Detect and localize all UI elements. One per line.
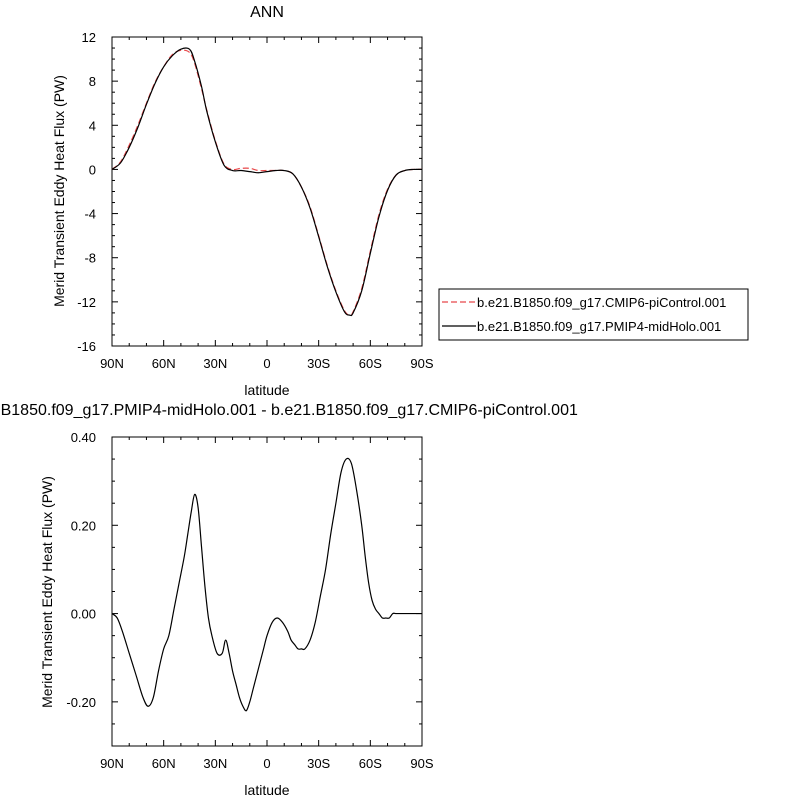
series-line-1 <box>111 47 423 317</box>
x-axis-label: latitude <box>244 382 289 398</box>
series-line-0 <box>111 49 423 316</box>
y-tick-label: 8 <box>89 74 96 89</box>
series-line-0 <box>111 457 422 712</box>
y-tick-label: -4 <box>84 207 96 222</box>
y-axis: -0.20 0.00 0.20 0.40 <box>66 430 422 747</box>
x-tick-label: 60S <box>359 356 382 371</box>
series-lines <box>111 457 422 712</box>
y-tick-label: 0.00 <box>71 607 96 622</box>
legend-label-picontrol: b.e21.B1850.f09_g17.CMIP6-piControl.001 <box>477 295 726 310</box>
y-axis-label: Merid Transient Eddy Heat Flux (PW) <box>51 75 67 307</box>
x-tick-label: 30N <box>203 756 227 771</box>
x-tick-label: 90S <box>410 356 433 371</box>
y-tick-label: -8 <box>84 251 96 266</box>
difference-chart: b.e21.B1850.f09_g17.PMIP4-midHolo.001 - … <box>0 402 578 798</box>
x-axis: 90N 60N 30N 0 30S 60S 90S <box>100 437 434 771</box>
chart-title: b.e21.B1850.f09_g17.PMIP4-midHolo.001 - … <box>0 402 578 419</box>
y-tick-label: -12 <box>77 295 96 310</box>
x-tick-label: 30N <box>203 356 227 371</box>
y-axis: -16 -12 -8 -4 0 4 8 12 <box>77 30 422 354</box>
chart-title: ANN <box>250 4 284 21</box>
x-tick-label: 0 <box>263 756 270 771</box>
x-tick-label: 30S <box>307 356 330 371</box>
x-tick-label: 30S <box>307 756 330 771</box>
x-tick-label: 60S <box>359 756 382 771</box>
y-tick-label: 12 <box>82 30 96 45</box>
x-axis-label: latitude <box>244 782 289 798</box>
y-tick-label: 0.40 <box>71 430 96 445</box>
y-tick-label: 0.20 <box>71 518 96 533</box>
x-axis: 90N 60N 30N 0 30S 60S 90S <box>100 37 434 371</box>
annual-mean-chart: ANN 90N 60N 30N 0 30S 60S 90S -16-12-8-404812 … <box>51 4 434 398</box>
x-tick-label: 90N <box>100 356 124 371</box>
y-tick-label: 0 <box>89 162 96 177</box>
x-tick-label: 60N <box>152 756 176 771</box>
y-tick-label: -16 <box>77 339 96 354</box>
y-tick-label: -0.20 <box>66 695 96 710</box>
plot-frame <box>111 36 423 347</box>
legend: b.e21.B1850.f09_g17.CMIP6-piControl.001 … <box>438 288 749 341</box>
legend-box <box>438 288 749 341</box>
plot-frame <box>111 436 423 747</box>
y-axis-label: Merid Transient Eddy Heat Flux (PW) <box>39 476 55 708</box>
y-tick-label: 4 <box>89 118 96 133</box>
legend-label-midholo: b.e21.B1850.f09_g17.PMIP4-midHolo.001 <box>477 319 721 334</box>
series-lines <box>111 47 423 317</box>
x-tick-label: 90S <box>410 756 433 771</box>
x-tick-label: 0 <box>263 356 270 371</box>
x-tick-label: 60N <box>152 356 176 371</box>
x-tick-label: 90N <box>100 756 124 771</box>
